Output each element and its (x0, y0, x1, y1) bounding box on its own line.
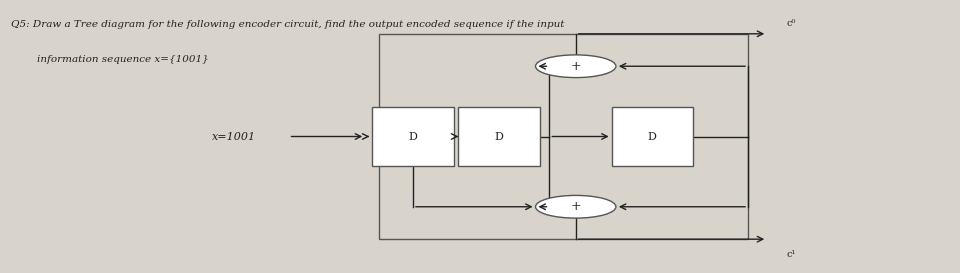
Text: +: + (570, 200, 581, 213)
Text: c⁰: c⁰ (786, 19, 796, 28)
Text: information sequence x={1001}: information sequence x={1001} (11, 55, 208, 64)
Circle shape (536, 195, 616, 218)
Text: D: D (648, 132, 657, 141)
Bar (372, 107, 454, 166)
Bar (379, 34, 748, 239)
Text: Q5: Draw a Tree diagram for the following encoder circuit, find the output encod: Q5: Draw a Tree diagram for the followin… (11, 20, 564, 29)
Bar (459, 107, 540, 166)
Text: x=1001: x=1001 (212, 132, 256, 141)
Circle shape (536, 55, 616, 78)
Text: c¹: c¹ (786, 250, 796, 259)
Bar (612, 107, 693, 166)
Text: D: D (494, 132, 504, 141)
Text: D: D (409, 132, 418, 141)
Text: +: + (570, 60, 581, 73)
